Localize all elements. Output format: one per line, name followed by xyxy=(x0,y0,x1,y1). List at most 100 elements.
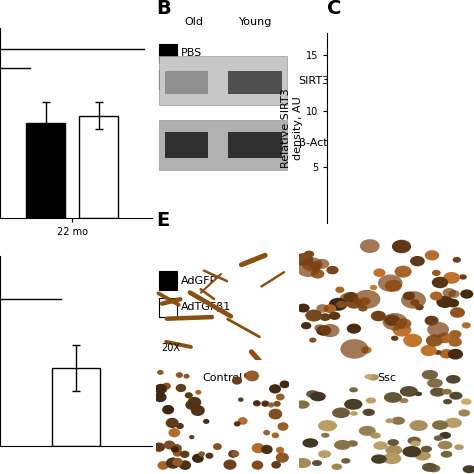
Circle shape xyxy=(387,439,399,446)
Circle shape xyxy=(358,305,367,311)
Circle shape xyxy=(403,334,422,347)
Circle shape xyxy=(402,446,421,457)
Circle shape xyxy=(430,388,445,397)
Circle shape xyxy=(198,451,205,456)
Circle shape xyxy=(443,399,452,404)
Circle shape xyxy=(459,274,467,280)
Bar xyxy=(159,120,287,170)
Circle shape xyxy=(179,460,191,470)
Circle shape xyxy=(384,392,402,403)
Circle shape xyxy=(213,443,222,450)
Circle shape xyxy=(310,392,326,401)
Circle shape xyxy=(172,458,183,466)
Circle shape xyxy=(392,240,411,253)
Circle shape xyxy=(426,335,443,346)
Circle shape xyxy=(272,432,279,438)
Circle shape xyxy=(385,280,402,292)
Circle shape xyxy=(268,402,274,408)
Circle shape xyxy=(173,449,182,456)
Circle shape xyxy=(321,324,339,337)
Circle shape xyxy=(312,460,322,466)
Circle shape xyxy=(273,401,281,407)
Circle shape xyxy=(329,298,347,311)
Circle shape xyxy=(461,399,472,405)
Circle shape xyxy=(238,417,247,425)
Circle shape xyxy=(269,384,281,393)
Circle shape xyxy=(252,443,264,453)
Circle shape xyxy=(448,337,462,347)
Circle shape xyxy=(365,374,373,379)
Circle shape xyxy=(400,398,409,403)
Circle shape xyxy=(314,324,325,332)
Circle shape xyxy=(443,272,460,284)
Circle shape xyxy=(311,269,324,279)
Circle shape xyxy=(415,392,422,396)
Circle shape xyxy=(349,387,358,392)
Circle shape xyxy=(454,445,464,450)
Circle shape xyxy=(261,445,273,454)
Circle shape xyxy=(374,441,388,450)
Circle shape xyxy=(391,336,399,341)
Circle shape xyxy=(359,426,376,436)
Circle shape xyxy=(408,437,421,445)
Circle shape xyxy=(425,316,438,326)
Circle shape xyxy=(448,290,460,298)
Circle shape xyxy=(316,325,331,336)
Circle shape xyxy=(401,291,426,309)
Circle shape xyxy=(439,432,451,439)
Circle shape xyxy=(228,450,238,458)
Bar xyxy=(159,44,177,63)
Text: AdTGFβ1: AdTGFβ1 xyxy=(181,302,231,312)
Circle shape xyxy=(371,455,387,464)
Circle shape xyxy=(297,303,310,312)
Circle shape xyxy=(432,277,448,288)
Circle shape xyxy=(427,378,443,388)
Circle shape xyxy=(460,290,474,299)
Text: C: C xyxy=(327,0,341,18)
Circle shape xyxy=(392,323,411,337)
Circle shape xyxy=(462,322,471,328)
Text: Bleo: Bleo xyxy=(181,74,205,85)
Circle shape xyxy=(185,392,193,399)
Circle shape xyxy=(403,292,415,300)
Circle shape xyxy=(453,257,461,263)
Text: E: E xyxy=(156,211,170,230)
Circle shape xyxy=(269,409,283,419)
Circle shape xyxy=(315,259,329,269)
Circle shape xyxy=(336,301,346,308)
Circle shape xyxy=(332,408,350,418)
Circle shape xyxy=(234,421,241,427)
Circle shape xyxy=(318,420,337,431)
Circle shape xyxy=(187,397,201,408)
Circle shape xyxy=(162,405,174,414)
Circle shape xyxy=(180,451,190,458)
Circle shape xyxy=(396,319,411,329)
Text: β-Actin: β-Actin xyxy=(299,138,337,148)
Circle shape xyxy=(176,372,183,378)
Circle shape xyxy=(295,253,313,266)
Circle shape xyxy=(446,375,461,383)
Circle shape xyxy=(301,322,311,329)
Text: Ssc: Ssc xyxy=(377,373,396,383)
Circle shape xyxy=(318,450,331,458)
Circle shape xyxy=(392,417,405,425)
Circle shape xyxy=(335,287,345,293)
Y-axis label: Relative SIRT3
density, AU: Relative SIRT3 density, AU xyxy=(281,88,303,168)
Circle shape xyxy=(316,304,328,313)
Bar xyxy=(165,71,208,94)
Circle shape xyxy=(346,297,362,309)
Circle shape xyxy=(344,399,363,410)
Circle shape xyxy=(183,374,190,379)
Circle shape xyxy=(394,265,412,278)
Circle shape xyxy=(171,447,179,453)
Circle shape xyxy=(166,457,180,469)
Circle shape xyxy=(347,324,361,334)
Bar xyxy=(228,71,282,94)
Circle shape xyxy=(171,444,182,453)
Circle shape xyxy=(414,451,431,460)
Circle shape xyxy=(306,390,319,398)
Circle shape xyxy=(173,459,181,465)
Circle shape xyxy=(168,428,180,438)
Circle shape xyxy=(410,299,419,306)
Circle shape xyxy=(370,432,381,438)
